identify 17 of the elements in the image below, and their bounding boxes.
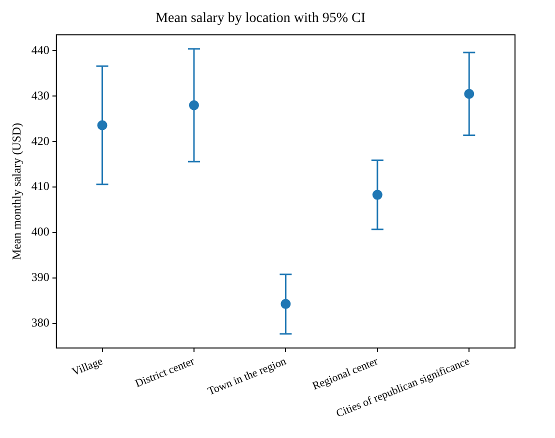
y-tick-label: 400: [31, 224, 50, 239]
y-tick-label: 380: [31, 316, 50, 330]
point: [280, 298, 291, 309]
point: [464, 88, 474, 99]
y-tick-label: 440: [31, 42, 50, 57]
chart-title: Mean salary by location with 95% CI: [156, 11, 366, 26]
point: [188, 100, 199, 110]
y-tick-label: 410: [31, 179, 50, 194]
y-axis-title: Mean monthly salary (USD): [9, 122, 24, 260]
x-tick-label: Village: [70, 355, 105, 378]
x-tick-label: District center: [134, 355, 196, 390]
point: [97, 120, 108, 130]
y-tick-label: 420: [31, 134, 50, 148]
x-tick-label: Town in the region: [206, 355, 288, 398]
y-tick-label: 390: [31, 270, 50, 284]
point: [372, 190, 382, 200]
y-tick-label: 430: [31, 88, 50, 102]
